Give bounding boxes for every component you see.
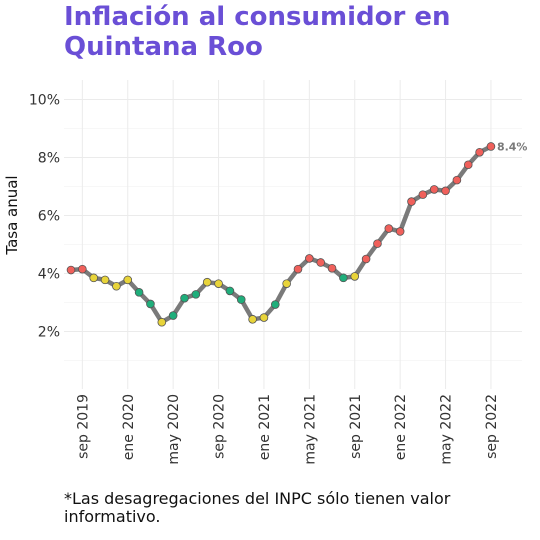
- data-point: [361, 254, 371, 264]
- chart-title: Inflación al consumidor en Quintana Roo: [64, 2, 451, 62]
- x-tick-label: sep 2021: [348, 394, 364, 459]
- data-point: [339, 273, 348, 283]
- data-point: [418, 190, 428, 199]
- x-tick-label: may 2021: [302, 394, 318, 465]
- data-point: [191, 290, 201, 299]
- data-point: [168, 311, 178, 320]
- x-tick-label: may 2020: [166, 394, 182, 465]
- chart-title-line-1: Inflación al consumidor en: [64, 2, 451, 32]
- data-point: [441, 186, 450, 196]
- x-tick-label: sep 2022: [484, 394, 500, 459]
- y-tick-label: 2%: [38, 325, 60, 341]
- data-point: [248, 315, 257, 324]
- data-point: [236, 295, 246, 304]
- data-point: [66, 265, 76, 275]
- x-axis-ticks: sep 2019 ene 2020 may 2020 sep 2020 ene 2021…: [75, 394, 500, 465]
- data-point: [429, 185, 439, 194]
- data-point: [202, 277, 212, 287]
- data-point: [259, 313, 269, 322]
- data-point: [112, 281, 121, 291]
- data-point: [214, 279, 223, 288]
- y-tick-label: 6%: [38, 209, 60, 225]
- grid-lines: [64, 80, 522, 389]
- data-point: [350, 272, 360, 281]
- data-point: [395, 227, 405, 236]
- x-tick-label: may 2022: [439, 394, 455, 465]
- data-point: [78, 264, 87, 274]
- footnote: *Las desagregaciones del INPC sólo tiene…: [64, 489, 451, 526]
- data-point: [316, 258, 326, 267]
- x-tick-label: sep 2020: [212, 394, 228, 459]
- x-tick-label: ene 2022: [393, 394, 409, 460]
- data-point: [157, 317, 167, 327]
- y-axis-ticks: 2% 4% 6% 8% 10%: [29, 93, 60, 341]
- data-point: [270, 300, 280, 309]
- data-point: [327, 263, 337, 273]
- data-point: [384, 224, 394, 233]
- data-point: [463, 160, 473, 170]
- x-tick-label: ene 2020: [121, 394, 137, 460]
- data-point: [134, 288, 144, 297]
- data-point: [407, 197, 416, 206]
- y-tick-label: 10%: [29, 93, 60, 109]
- data-point: [486, 142, 496, 151]
- data-point: [146, 299, 155, 309]
- data-point: [180, 293, 189, 303]
- last-value-label: 8.4%: [497, 140, 528, 153]
- line-chart: 2%4%6%8%10% sep 2019 ene 2020 may 2020 sep …: [3, 80, 528, 465]
- data-point: [225, 286, 235, 296]
- series-line: [68, 144, 494, 325]
- data-points: [66, 142, 496, 327]
- data-point: [452, 175, 462, 185]
- y-axis-label: Tasa anual: [3, 175, 21, 255]
- data-point: [282, 279, 291, 288]
- data-point: [373, 239, 382, 248]
- data-point: [305, 254, 314, 263]
- chart-title-line-2: Quintana Roo: [64, 32, 263, 62]
- x-tick-label: ene 2021: [257, 394, 273, 460]
- y-tick-label: 4%: [38, 267, 60, 283]
- y-tick-label: 8%: [38, 151, 60, 167]
- data-point: [100, 275, 110, 285]
- data-point: [89, 273, 98, 283]
- data-point: [475, 147, 484, 157]
- x-tick-label: sep 2019: [75, 394, 91, 459]
- data-point: [293, 264, 303, 274]
- data-point: [123, 275, 133, 285]
